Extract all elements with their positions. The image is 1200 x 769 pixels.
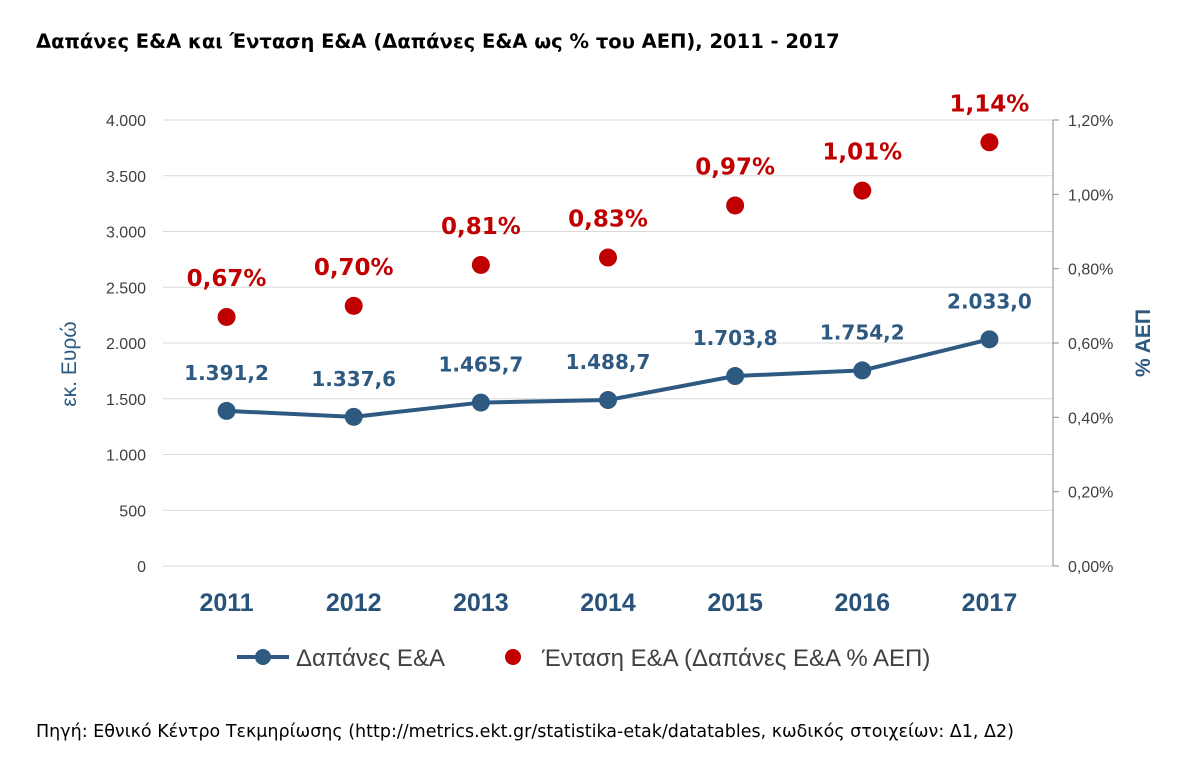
expenditure-point: [726, 367, 745, 386]
y-left-tick-label: 3.500: [106, 169, 146, 186]
legend: Δαπάνες Ε&Α Ένταση Ε&Α (Δαπάνες Ε&Α % ΑΕ…: [237, 645, 930, 672]
legend-label-expenditure: Δαπάνες Ε&Α: [296, 645, 445, 672]
y-left-tick-label: 3.000: [106, 225, 146, 242]
chart: 05001.0001.5002.0002.5003.0003.5004.000 …: [58, 91, 1155, 672]
x-tick-label: 2014: [580, 589, 636, 617]
x-tick-label: 2012: [326, 589, 382, 617]
y-right-tick-label: 1,00%: [1068, 187, 1113, 204]
y-left-tick-label: 1.500: [106, 392, 146, 409]
data-labels: 1.391,2 1.337,6 1.465,7 1.488,7 1.703,8 1.754…: [184, 91, 1032, 391]
expenditure-point: [344, 407, 363, 426]
expenditure-data-label: 2.033,0: [947, 289, 1032, 313]
y-axis-right-title: % ΑΕΠ: [1132, 309, 1155, 377]
y-left-tick-label: 2.500: [106, 280, 146, 297]
intensity-point: [217, 307, 236, 326]
expenditure-point: [599, 391, 617, 410]
intensity-data-label: 0,97%: [695, 154, 775, 180]
intensity-data-label: 1,14%: [950, 91, 1030, 117]
expenditure-data-label: 1.754,2: [820, 320, 905, 344]
y-left-tick-label: 0: [137, 559, 146, 576]
intensity-data-label: 0,83%: [568, 207, 648, 233]
x-tick-label: 2016: [834, 589, 890, 617]
x-tick-label: 2015: [707, 589, 763, 617]
series: [217, 133, 999, 426]
intensity-data-label: 1,01%: [822, 140, 902, 166]
expenditure-data-label: 1.391,2: [184, 361, 269, 385]
y-left-tick-label: 500: [119, 503, 146, 520]
y-right-tick-label: 1,20%: [1068, 113, 1113, 130]
intensity-data-label: 0,70%: [314, 255, 394, 281]
intensity-point: [980, 133, 999, 152]
expenditure-data-label: 1.703,8: [693, 326, 778, 350]
y-right-tick-label: 0,80%: [1068, 262, 1113, 279]
x-tick-label: 2011: [199, 589, 253, 617]
legend-dot-marker: [505, 649, 521, 665]
intensity-data-label: 0,67%: [187, 266, 267, 292]
expenditure-point: [217, 401, 236, 420]
y-axis-right-ticks: 0,00% 0,20% 0,40% 0,60% 0,80% 1,00% 1,20%: [1053, 113, 1113, 576]
intensity-point: [344, 296, 363, 315]
y-left-tick-label: 1.000: [106, 448, 146, 465]
expenditure-point: [853, 361, 872, 380]
y-right-tick-label: 0,60%: [1068, 336, 1113, 353]
expenditure-point: [471, 393, 490, 412]
legend-label-intensity: Ένταση Ε&Α (Δαπάνες Ε&Α % ΑΕΠ): [541, 645, 930, 672]
y-right-tick-label: 0,00%: [1068, 559, 1113, 576]
x-tick-label: 2017: [962, 589, 1018, 617]
chart-title: Δαπάνες Ε&Α και Ένταση Ε&Α (Δαπάνες Ε&Α …: [36, 30, 840, 53]
expenditure-point: [980, 330, 999, 349]
y-right-tick-label: 0,40%: [1068, 410, 1113, 427]
expenditure-data-label: 1.465,7: [438, 353, 523, 377]
intensity-data-label: 0,81%: [441, 214, 521, 240]
expenditure-data-label: 1.337,6: [311, 367, 396, 391]
intensity-point: [726, 196, 745, 215]
y-right-tick-label: 0,20%: [1068, 485, 1113, 502]
intensity-point: [599, 248, 617, 267]
intensity-point: [853, 181, 872, 200]
legend-line-marker: [255, 649, 271, 665]
y-axis-left-ticks: 0 500 1.000 1.500 2.000 2.500 3.000 3.500 4.000: [106, 113, 146, 576]
x-axis-ticks: 2011 2012 2013 2014 2015 2016 2017: [199, 589, 1017, 617]
gridlines: [163, 119, 1053, 567]
intensity-point: [471, 255, 490, 274]
x-tick-label: 2013: [453, 589, 509, 617]
y-axis-left-title: εκ. Ευρώ: [58, 321, 81, 406]
source-note: Πηγή: Εθνικό Κέντρο Τεκμηρίωσης (http://…: [36, 722, 1014, 742]
expenditure-data-label: 1.488,7: [566, 350, 651, 374]
y-left-tick-label: 4.000: [106, 113, 146, 130]
y-left-tick-label: 2.000: [106, 336, 146, 353]
